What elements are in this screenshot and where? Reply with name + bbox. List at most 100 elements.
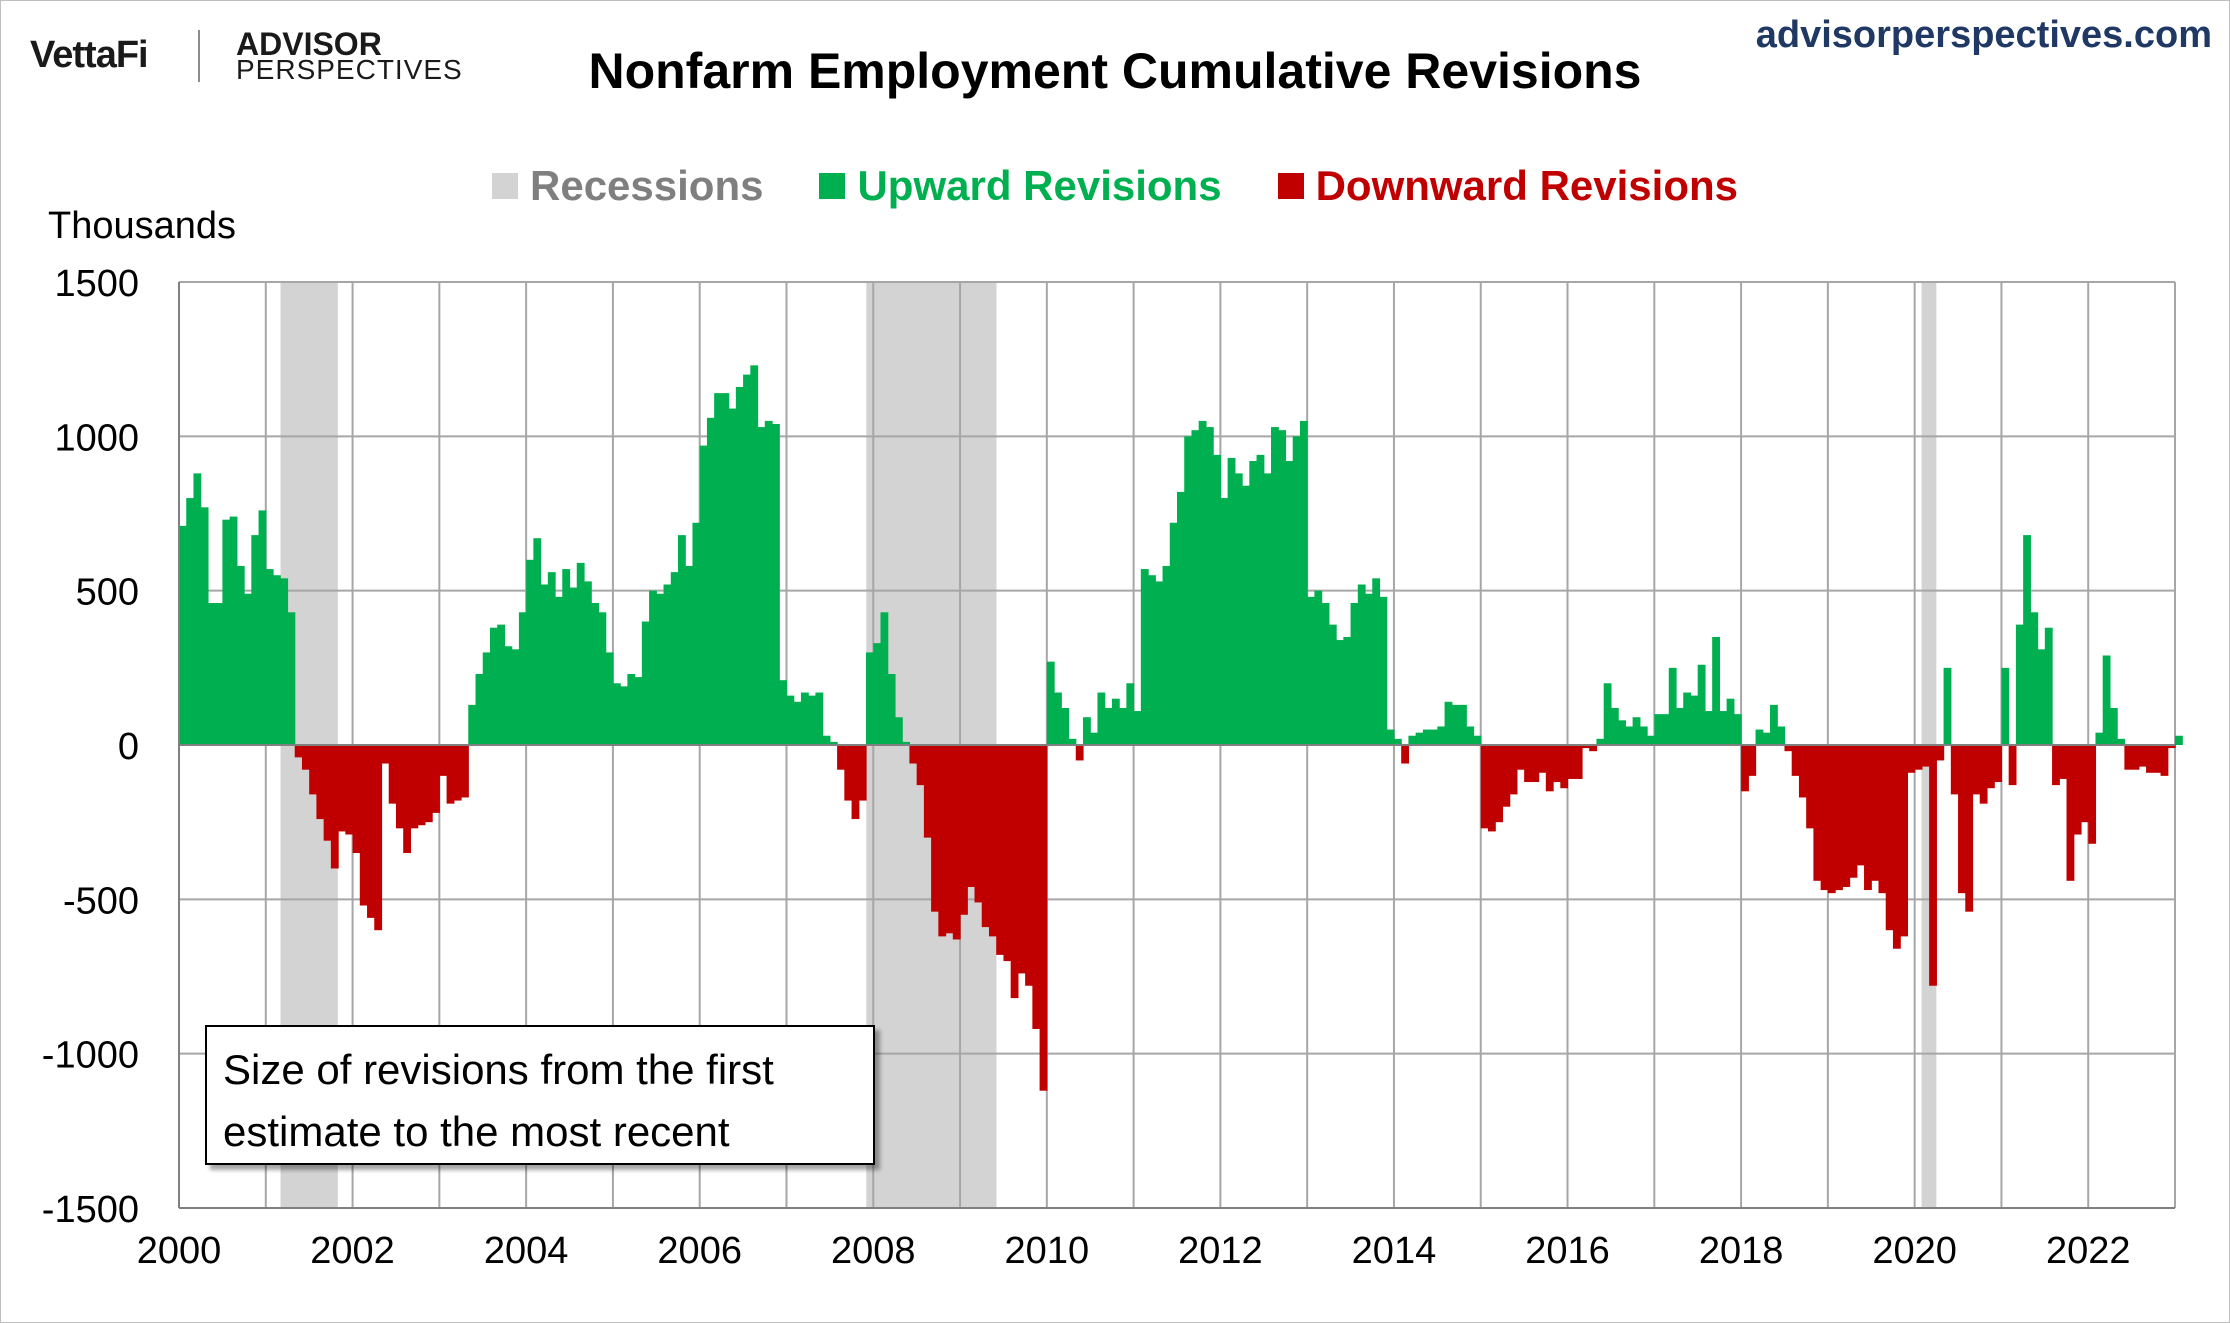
data-bar (1430, 729, 1438, 745)
data-bar (338, 745, 346, 832)
data-bar (1929, 745, 1937, 986)
data-bar (294, 745, 303, 758)
data-bar (1690, 695, 1699, 745)
data-bar (1950, 745, 1959, 795)
data-bar (432, 745, 440, 813)
data-bar (345, 745, 354, 835)
data-bar (800, 692, 809, 745)
data-bar (583, 581, 592, 745)
data-bar (1205, 427, 1214, 745)
data-bar (1184, 436, 1193, 745)
data-bar (721, 393, 730, 745)
data-bar (1958, 745, 1966, 894)
data-bar (280, 578, 289, 745)
data-bar (1574, 745, 1583, 779)
data-bar (1921, 745, 1930, 767)
data-bar (2066, 745, 2075, 881)
data-bar (1437, 726, 1446, 745)
data-bar (620, 686, 628, 745)
vettafi-logo: VettaFi (30, 34, 149, 76)
data-bar (1365, 593, 1373, 745)
y-tick-label: 0 (118, 726, 139, 768)
data-bar (251, 535, 260, 745)
data-bar (858, 745, 867, 801)
data-bar (1227, 457, 1236, 745)
data-bar (1393, 738, 1402, 745)
x-tick-label: 2012 (1178, 1230, 1263, 1272)
data-bar (2037, 649, 2046, 745)
data-bar (1198, 420, 1207, 745)
data-bar (1733, 714, 1742, 745)
data-bar (605, 652, 614, 745)
data-bar (1639, 726, 1648, 745)
legend-swatch-upward (819, 173, 846, 199)
data-bar (2015, 624, 2024, 745)
data-bar (1119, 707, 1127, 745)
data-bar (193, 473, 202, 745)
data-bar (1914, 745, 1923, 770)
data-bar (2160, 745, 2169, 776)
data-bar (316, 745, 325, 820)
data-bar (1762, 732, 1771, 745)
x-tick-label: 2010 (1005, 1230, 1090, 1272)
data-bar (215, 603, 223, 745)
data-bar (1271, 427, 1279, 745)
data-bar (309, 745, 318, 795)
data-bar (591, 603, 600, 745)
data-bar (1256, 454, 1265, 745)
data-bar (1220, 498, 1229, 745)
data-bar (273, 575, 281, 745)
data-bar (1010, 745, 1019, 999)
data-bar (1126, 683, 1135, 745)
data-bar (649, 590, 657, 745)
data-bar (1661, 714, 1670, 745)
site-url[interactable]: advisorperspectives.com (1755, 14, 2212, 56)
data-bar (1835, 745, 1843, 891)
x-tick-label: 2020 (1872, 1230, 1957, 1272)
data-bar (540, 584, 549, 745)
data-bar (786, 695, 795, 745)
data-bar (2001, 667, 2010, 745)
x-tick-label: 2004 (484, 1230, 569, 1272)
data-bar (1328, 624, 1337, 745)
data-bar (2080, 745, 2089, 823)
data-bar (1683, 692, 1692, 745)
data-bar (1986, 745, 1995, 789)
data-bar (880, 612, 889, 745)
data-bar (1726, 698, 1735, 745)
data-bar (757, 427, 766, 745)
data-bar (518, 612, 527, 745)
data-bar (403, 745, 412, 854)
y-axis-label: Thousands (48, 205, 236, 247)
data-bar (1791, 745, 1800, 776)
x-tick-label: 2016 (1525, 1230, 1610, 1272)
data-bar (1401, 745, 1410, 764)
data-bar (1589, 745, 1598, 752)
data-bar (1379, 596, 1388, 745)
data-bar (1495, 745, 1504, 823)
data-bar (2088, 745, 2097, 844)
data-bar (1965, 745, 1974, 912)
data-bar (2059, 745, 2068, 779)
data-bar (974, 745, 983, 903)
data-bar (1994, 745, 2003, 783)
legend-swatch-downward (1277, 173, 1304, 199)
data-bar (829, 741, 838, 745)
data-bar (2131, 745, 2140, 770)
data-bar (887, 674, 896, 745)
data-bar (352, 745, 361, 854)
data-bar (779, 680, 788, 745)
data-bar (1350, 603, 1359, 745)
data-bar (967, 745, 976, 887)
data-bar (526, 559, 534, 745)
data-bar (923, 745, 932, 838)
data-bar (2095, 732, 2104, 745)
data-bar (2153, 745, 2162, 773)
data-bar (735, 386, 744, 745)
advisor-perspectives-logo-top: ADVISOR (236, 26, 382, 62)
data-bar (1140, 569, 1149, 745)
data-bar (952, 745, 961, 940)
data-bar (793, 701, 802, 745)
data-bar (1502, 745, 1511, 807)
data-bar (1191, 430, 1200, 745)
